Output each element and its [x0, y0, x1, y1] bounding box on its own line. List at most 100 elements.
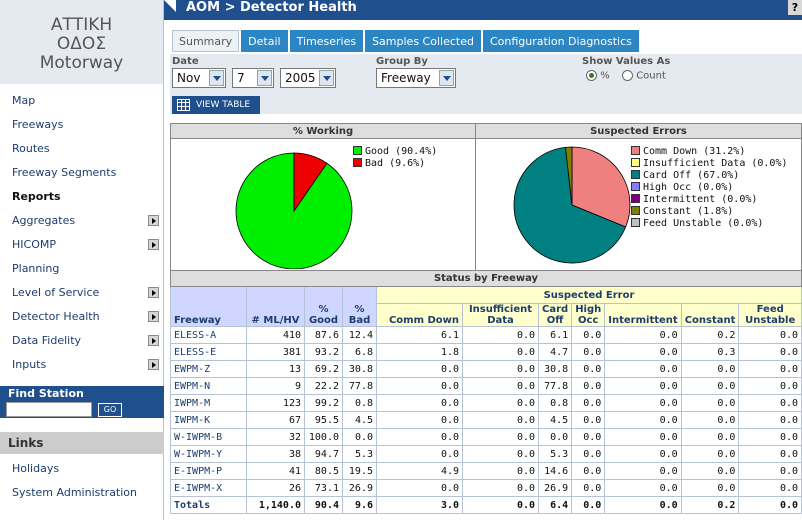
col-good: % Good: [304, 286, 343, 327]
link-system-administration[interactable]: System Administration: [0, 480, 163, 504]
table-cell: 80.5: [304, 462, 343, 480]
sidebar: ΑΤΤΙΚΗ ΟΔΟΣ Motorway Map Freeways Routes Fr…: [0, 0, 164, 520]
sidebar-item-freeways[interactable]: Freeways: [0, 112, 163, 136]
table-cell: 0.0: [376, 360, 463, 378]
sidebar-item-detector-health[interactable]: Detector Health: [0, 304, 163, 328]
day-value: 7: [237, 71, 245, 85]
link-holidays[interactable]: Holidays: [0, 456, 163, 480]
logo-line-2: ΟΔΟΣ: [56, 34, 107, 54]
tab-configuration-diagnostics[interactable]: Configuration Diagnostics: [482, 30, 639, 52]
table-cell: 0.0: [604, 462, 682, 480]
table-row: ELESS-E 381 93.2 6.8 1.8 0.0 4.7 0.0 0.0 0.3 0.0: [170, 343, 802, 361]
table-cell: 69.2: [304, 360, 343, 378]
sidebar-item-data-fidelity[interactable]: Data Fidelity: [0, 328, 163, 352]
legend-swatch: [353, 146, 362, 155]
legend-swatch: [631, 182, 640, 191]
find-station-label: Find Station: [8, 387, 84, 400]
table-cell: 0.0: [462, 394, 539, 412]
table-cell: 13: [246, 360, 305, 378]
legend-swatch: [631, 170, 640, 179]
percent-radio-label: %: [600, 70, 610, 82]
table-cell: 1,140.0: [246, 496, 305, 514]
row-label[interactable]: EWPM-N: [170, 377, 247, 395]
sidebar-item-level-of-service[interactable]: Level of Service: [0, 280, 163, 304]
year-select[interactable]: 2005: [280, 68, 336, 88]
find-station-input[interactable]: [6, 402, 92, 417]
group-by-select[interactable]: Freeway: [376, 68, 456, 88]
table-cell: 6.1: [537, 326, 573, 344]
expand-arrow-icon[interactable]: [148, 359, 159, 370]
table-cell: 0.0: [604, 326, 682, 344]
row-label[interactable]: EWPM-Z: [170, 360, 247, 378]
tab-detail[interactable]: Detail: [241, 30, 288, 52]
legend-item: Feed Unstable (0.0%): [631, 218, 788, 230]
row-label[interactable]: IWPM-M: [170, 394, 247, 412]
legend-swatch: [631, 158, 640, 167]
row-label[interactable]: ELESS-E: [170, 343, 247, 361]
table-row: W-IWPM-Y 38 94.7 5.3 0.0 0.0 5.3 0.0 0.0 0.0 0.0: [170, 445, 802, 463]
day-select[interactable]: 7: [232, 68, 274, 88]
sidebar-item-label: Aggregates: [12, 214, 76, 227]
row-label[interactable]: IWPM-K: [170, 411, 247, 429]
sidebar-item-reports[interactable]: Reports: [0, 184, 163, 208]
col-card-off: Card Off: [537, 303, 573, 327]
count-radio-label: Count: [636, 70, 666, 82]
view-table-button[interactable]: VIEW TABLE: [172, 96, 260, 114]
row-label[interactable]: ELESS-A: [170, 326, 247, 344]
expand-arrow-icon[interactable]: [148, 239, 159, 250]
errors-chart-title: Suspected Errors: [476, 124, 801, 139]
table-cell: 4.7: [537, 343, 573, 361]
row-label[interactable]: W-IWPM-Y: [170, 445, 247, 463]
sidebar-item-hicomp[interactable]: HICOMP: [0, 232, 163, 256]
legend-item: Intermittent (0.0%): [631, 194, 788, 206]
row-label[interactable]: E-IWPM-P: [170, 462, 247, 480]
year-value: 2005: [285, 71, 316, 85]
logo-line-1: ΑΤΤΙΚΗ: [50, 15, 113, 35]
sidebar-item-label: Freeways: [12, 118, 64, 131]
table-cell: 0.0: [604, 479, 682, 497]
col-bad-label: % Bad: [348, 304, 371, 326]
table-body: ELESS-A 410 87.6 12.4 6.1 0.0 6.1 0.0 0.0 0.2 0.0 E…: [170, 326, 802, 514]
sidebar-item-planning[interactable]: Planning: [0, 256, 163, 280]
sidebar-item-aggregates[interactable]: Aggregates: [0, 208, 163, 232]
table-cell: 0.0: [462, 428, 539, 446]
legend-label: Constant (1.8%): [643, 206, 734, 217]
percent-radio[interactable]: %: [586, 70, 610, 82]
table-cell: 12.4: [342, 326, 377, 344]
suspected-error-header: Suspected Error: [376, 286, 802, 304]
sidebar-item-label: Freeway Segments: [12, 166, 117, 179]
find-station-box: Find Station GO: [0, 386, 164, 418]
expand-arrow-icon[interactable]: [148, 335, 159, 346]
expand-arrow-icon[interactable]: [148, 311, 159, 322]
legend-label: Card Off (67.0%): [643, 170, 740, 181]
table-cell: 0.0: [571, 462, 606, 480]
chevron-down-icon: [319, 70, 334, 86]
pie-slice: [293, 152, 328, 213]
tab-timeseries[interactable]: Timeseries: [289, 30, 364, 52]
go-button[interactable]: GO: [98, 403, 122, 417]
table-cell: 0.0: [571, 326, 606, 344]
count-radio[interactable]: Count: [622, 70, 666, 82]
table-cell: 0.0: [680, 479, 740, 497]
show-values-label: Show Values As: [582, 56, 671, 67]
table-cell: 0.0: [571, 394, 606, 412]
chevron-down-icon: [439, 70, 454, 86]
sidebar-item-inputs[interactable]: Inputs: [0, 352, 163, 376]
table-cell: 0.0: [738, 360, 802, 378]
tab-samples-collected[interactable]: Samples Collected: [365, 30, 481, 52]
tab-summary[interactable]: Summary: [172, 30, 240, 52]
month-select[interactable]: Nov: [172, 68, 226, 88]
sidebar-item-map[interactable]: Map: [0, 88, 163, 112]
table-cell: 0.0: [738, 462, 802, 480]
table-row: ELESS-A 410 87.6 12.4 6.1 0.0 6.1 0.0 0.0 0.2 0.0: [170, 326, 802, 344]
row-label[interactable]: W-IWPM-B: [170, 428, 247, 446]
sidebar-item-routes[interactable]: Routes: [0, 136, 163, 160]
logo-line-3: Motorway: [39, 53, 124, 73]
row-label[interactable]: E-IWPM-X: [170, 479, 247, 497]
sidebar-item-freeway-segments[interactable]: Freeway Segments: [0, 160, 163, 184]
working-legend: Good (90.4%) Bad (9.6%): [353, 146, 437, 170]
expand-arrow-icon[interactable]: [148, 215, 159, 226]
table-cell: 0.0: [376, 411, 463, 429]
help-button[interactable]: ?: [788, 0, 802, 15]
expand-arrow-icon[interactable]: [148, 287, 159, 298]
